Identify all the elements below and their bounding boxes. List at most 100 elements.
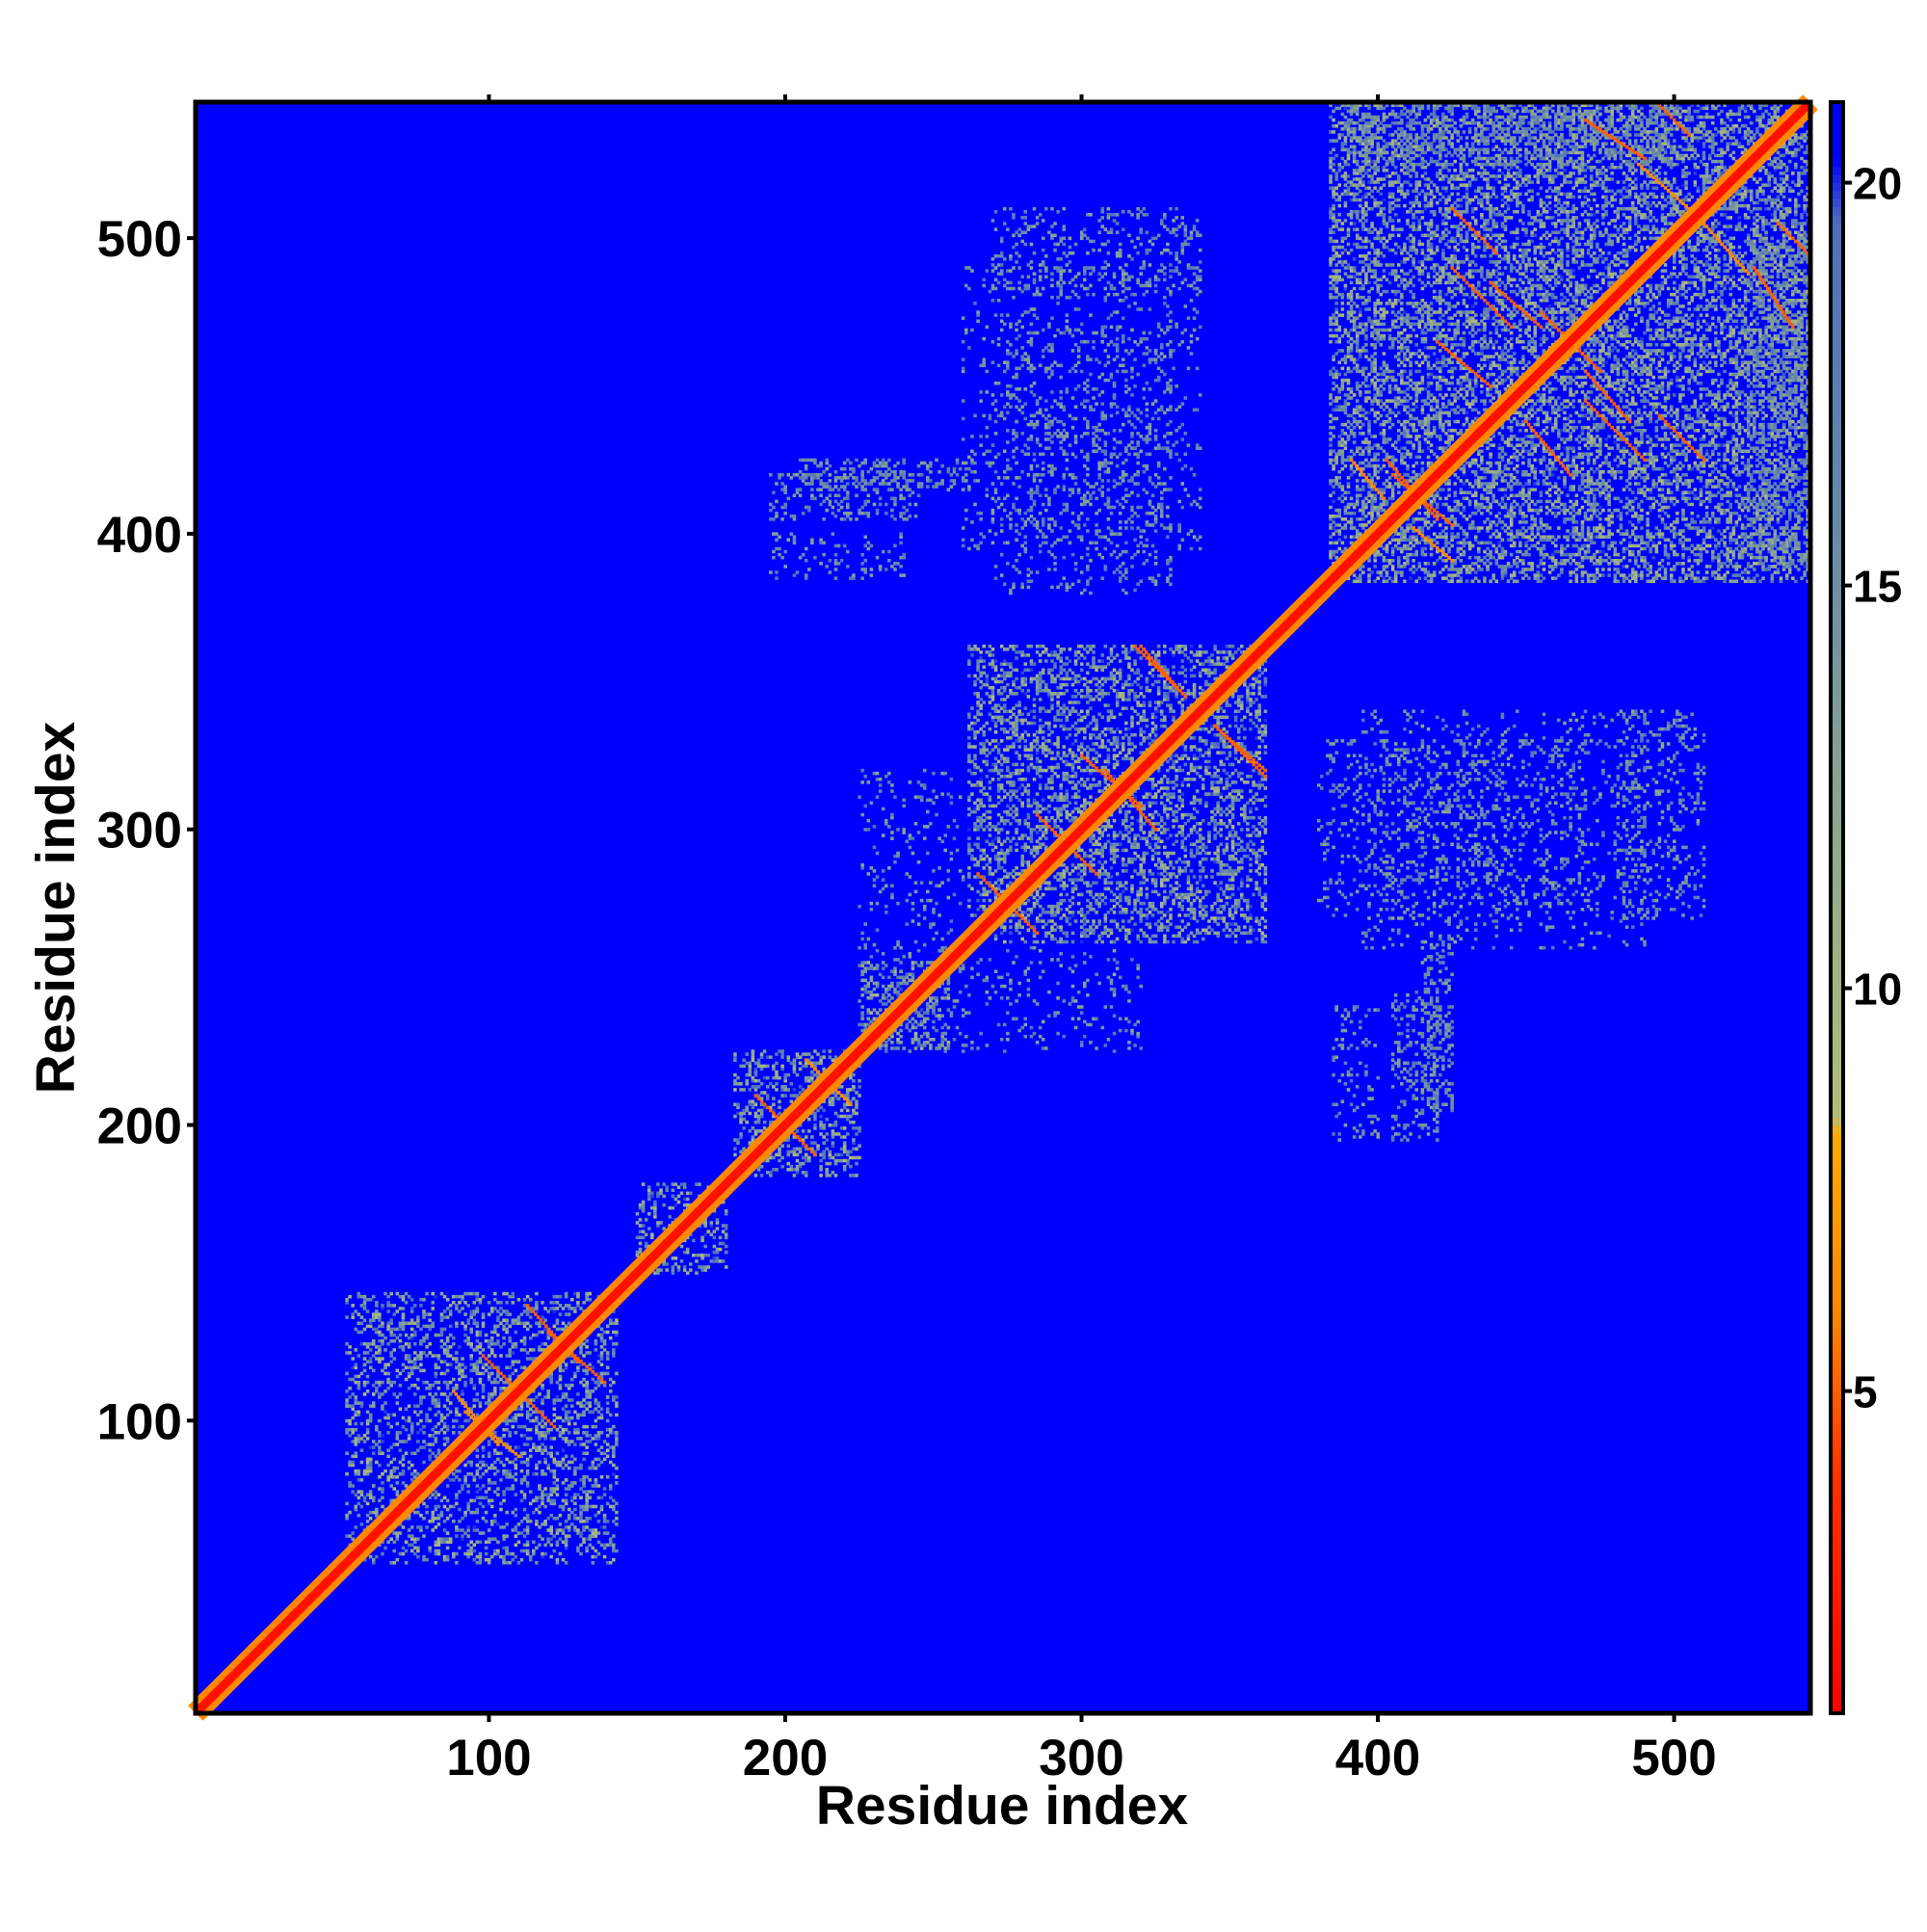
heatmap-cell	[1127, 928, 1131, 933]
heatmap-cell	[905, 1022, 910, 1027]
heatmap-cell	[671, 1265, 675, 1269]
heatmap-cell	[428, 1407, 432, 1412]
heatmap-cell	[401, 1294, 406, 1299]
heatmap-cell	[1257, 922, 1262, 926]
heatmap-cell	[564, 1463, 568, 1468]
heatmap-cell	[351, 1377, 355, 1382]
heatmap-cell	[389, 1424, 393, 1429]
heatmap-cell	[378, 1475, 382, 1479]
heatmap-cell	[458, 1520, 462, 1523]
heatmap-cell	[458, 1528, 462, 1532]
heatmap-cell	[552, 1534, 557, 1538]
heatmap-cell	[519, 1481, 524, 1485]
heatmap-cell	[721, 1224, 726, 1228]
heatmap-cell	[585, 1495, 589, 1500]
heatmap-cell	[528, 1520, 533, 1523]
heatmap-cell	[561, 1460, 566, 1465]
heatmap-cell	[422, 1395, 426, 1399]
heatmap-cell	[736, 1111, 740, 1116]
heatmap-cell	[1263, 878, 1268, 882]
heatmap-cell	[1210, 869, 1214, 873]
heatmap-cell	[748, 1067, 752, 1072]
heatmap-cell	[525, 1413, 530, 1417]
heatmap-cell	[522, 1324, 527, 1329]
heatmap-cell	[535, 1520, 539, 1523]
heatmap-cell	[591, 1460, 595, 1465]
heatmap-cell	[1041, 881, 1045, 885]
heatmap-cell	[769, 1082, 773, 1086]
heatmap-cell	[1145, 887, 1149, 891]
heatmap-cell	[1032, 745, 1037, 749]
heatmap-cell	[522, 1336, 527, 1340]
heatmap-cell	[929, 996, 933, 1000]
heatmap-cell	[979, 679, 983, 684]
heatmap-cell	[1003, 759, 1007, 764]
heatmap-cell	[1032, 676, 1037, 681]
heatmap-cell	[1015, 928, 1018, 933]
heatmap-cell	[1139, 940, 1143, 944]
heatmap-cell	[455, 1528, 459, 1532]
heatmap-cell	[463, 1481, 467, 1485]
heatmap-cell	[585, 1498, 589, 1503]
heatmap-cell	[990, 848, 995, 853]
heatmap-cell	[1009, 931, 1013, 936]
heatmap-cell	[434, 1398, 438, 1402]
heatmap-cell	[493, 1537, 497, 1541]
heatmap-cell	[1260, 940, 1265, 944]
heatmap-cell	[1097, 892, 1101, 897]
heatmap-cell	[653, 1200, 657, 1204]
heatmap-cell	[605, 1324, 610, 1329]
heatmap-cell	[475, 1348, 480, 1352]
heatmap-cell	[1210, 875, 1214, 879]
heatmap-cell	[549, 1525, 554, 1529]
heatmap-cell	[596, 1416, 601, 1420]
heatmap-cell	[596, 1434, 601, 1438]
heatmap-cell	[362, 1304, 367, 1308]
heatmap-cell	[1130, 928, 1134, 933]
heatmap-cell	[588, 1537, 593, 1541]
heatmap-cell	[976, 701, 980, 704]
heatmap-cell	[425, 1291, 429, 1296]
heatmap-cell	[475, 1454, 480, 1459]
heatmap-cell	[564, 1418, 568, 1423]
heatmap-cell	[1148, 869, 1152, 873]
heatmap-cell	[445, 1315, 450, 1319]
heatmap-cell	[381, 1434, 384, 1438]
heatmap-cell	[1169, 892, 1173, 897]
heatmap-cell	[368, 1357, 373, 1361]
heatmap-cell	[801, 1161, 805, 1166]
heatmap-cell	[926, 1041, 930, 1045]
heatmap-cell	[973, 801, 977, 806]
heatmap-cell	[475, 1345, 480, 1349]
heatmap-cell	[1009, 822, 1013, 826]
heatmap-cell	[1198, 862, 1202, 867]
heatmap-cell	[715, 1247, 720, 1252]
heatmap-cell	[973, 822, 977, 826]
heatmap-cell	[836, 1097, 841, 1100]
heatmap-cell	[878, 1044, 883, 1047]
heatmap-cell	[1017, 798, 1021, 803]
heatmap-cell	[434, 1548, 438, 1553]
heatmap-cell	[1032, 709, 1037, 713]
heatmap-cell	[860, 987, 864, 992]
heatmap-cell	[890, 981, 894, 986]
heatmap-cell	[546, 1540, 550, 1545]
heatmap-cell	[469, 1498, 473, 1503]
heatmap-cell	[1003, 709, 1007, 713]
heatmap-cell	[354, 1469, 358, 1473]
heatmap-cell	[656, 1194, 660, 1199]
heatmap-cell	[573, 1528, 577, 1532]
heatmap-cell	[371, 1440, 376, 1443]
heatmap-cell	[532, 1389, 536, 1393]
heatmap-cell	[378, 1498, 382, 1503]
heatmap-cell	[522, 1475, 527, 1479]
heatmap-cell	[452, 1341, 456, 1346]
heatmap-cell	[1233, 872, 1238, 876]
heatmap-cell	[985, 748, 990, 752]
heatmap-cell	[721, 1200, 726, 1204]
heatmap-cell	[1029, 748, 1034, 752]
heatmap-cell	[596, 1324, 601, 1329]
heatmap-cell	[359, 1493, 364, 1496]
heatmap-cell	[976, 665, 980, 669]
heatmap-cell	[982, 904, 987, 909]
